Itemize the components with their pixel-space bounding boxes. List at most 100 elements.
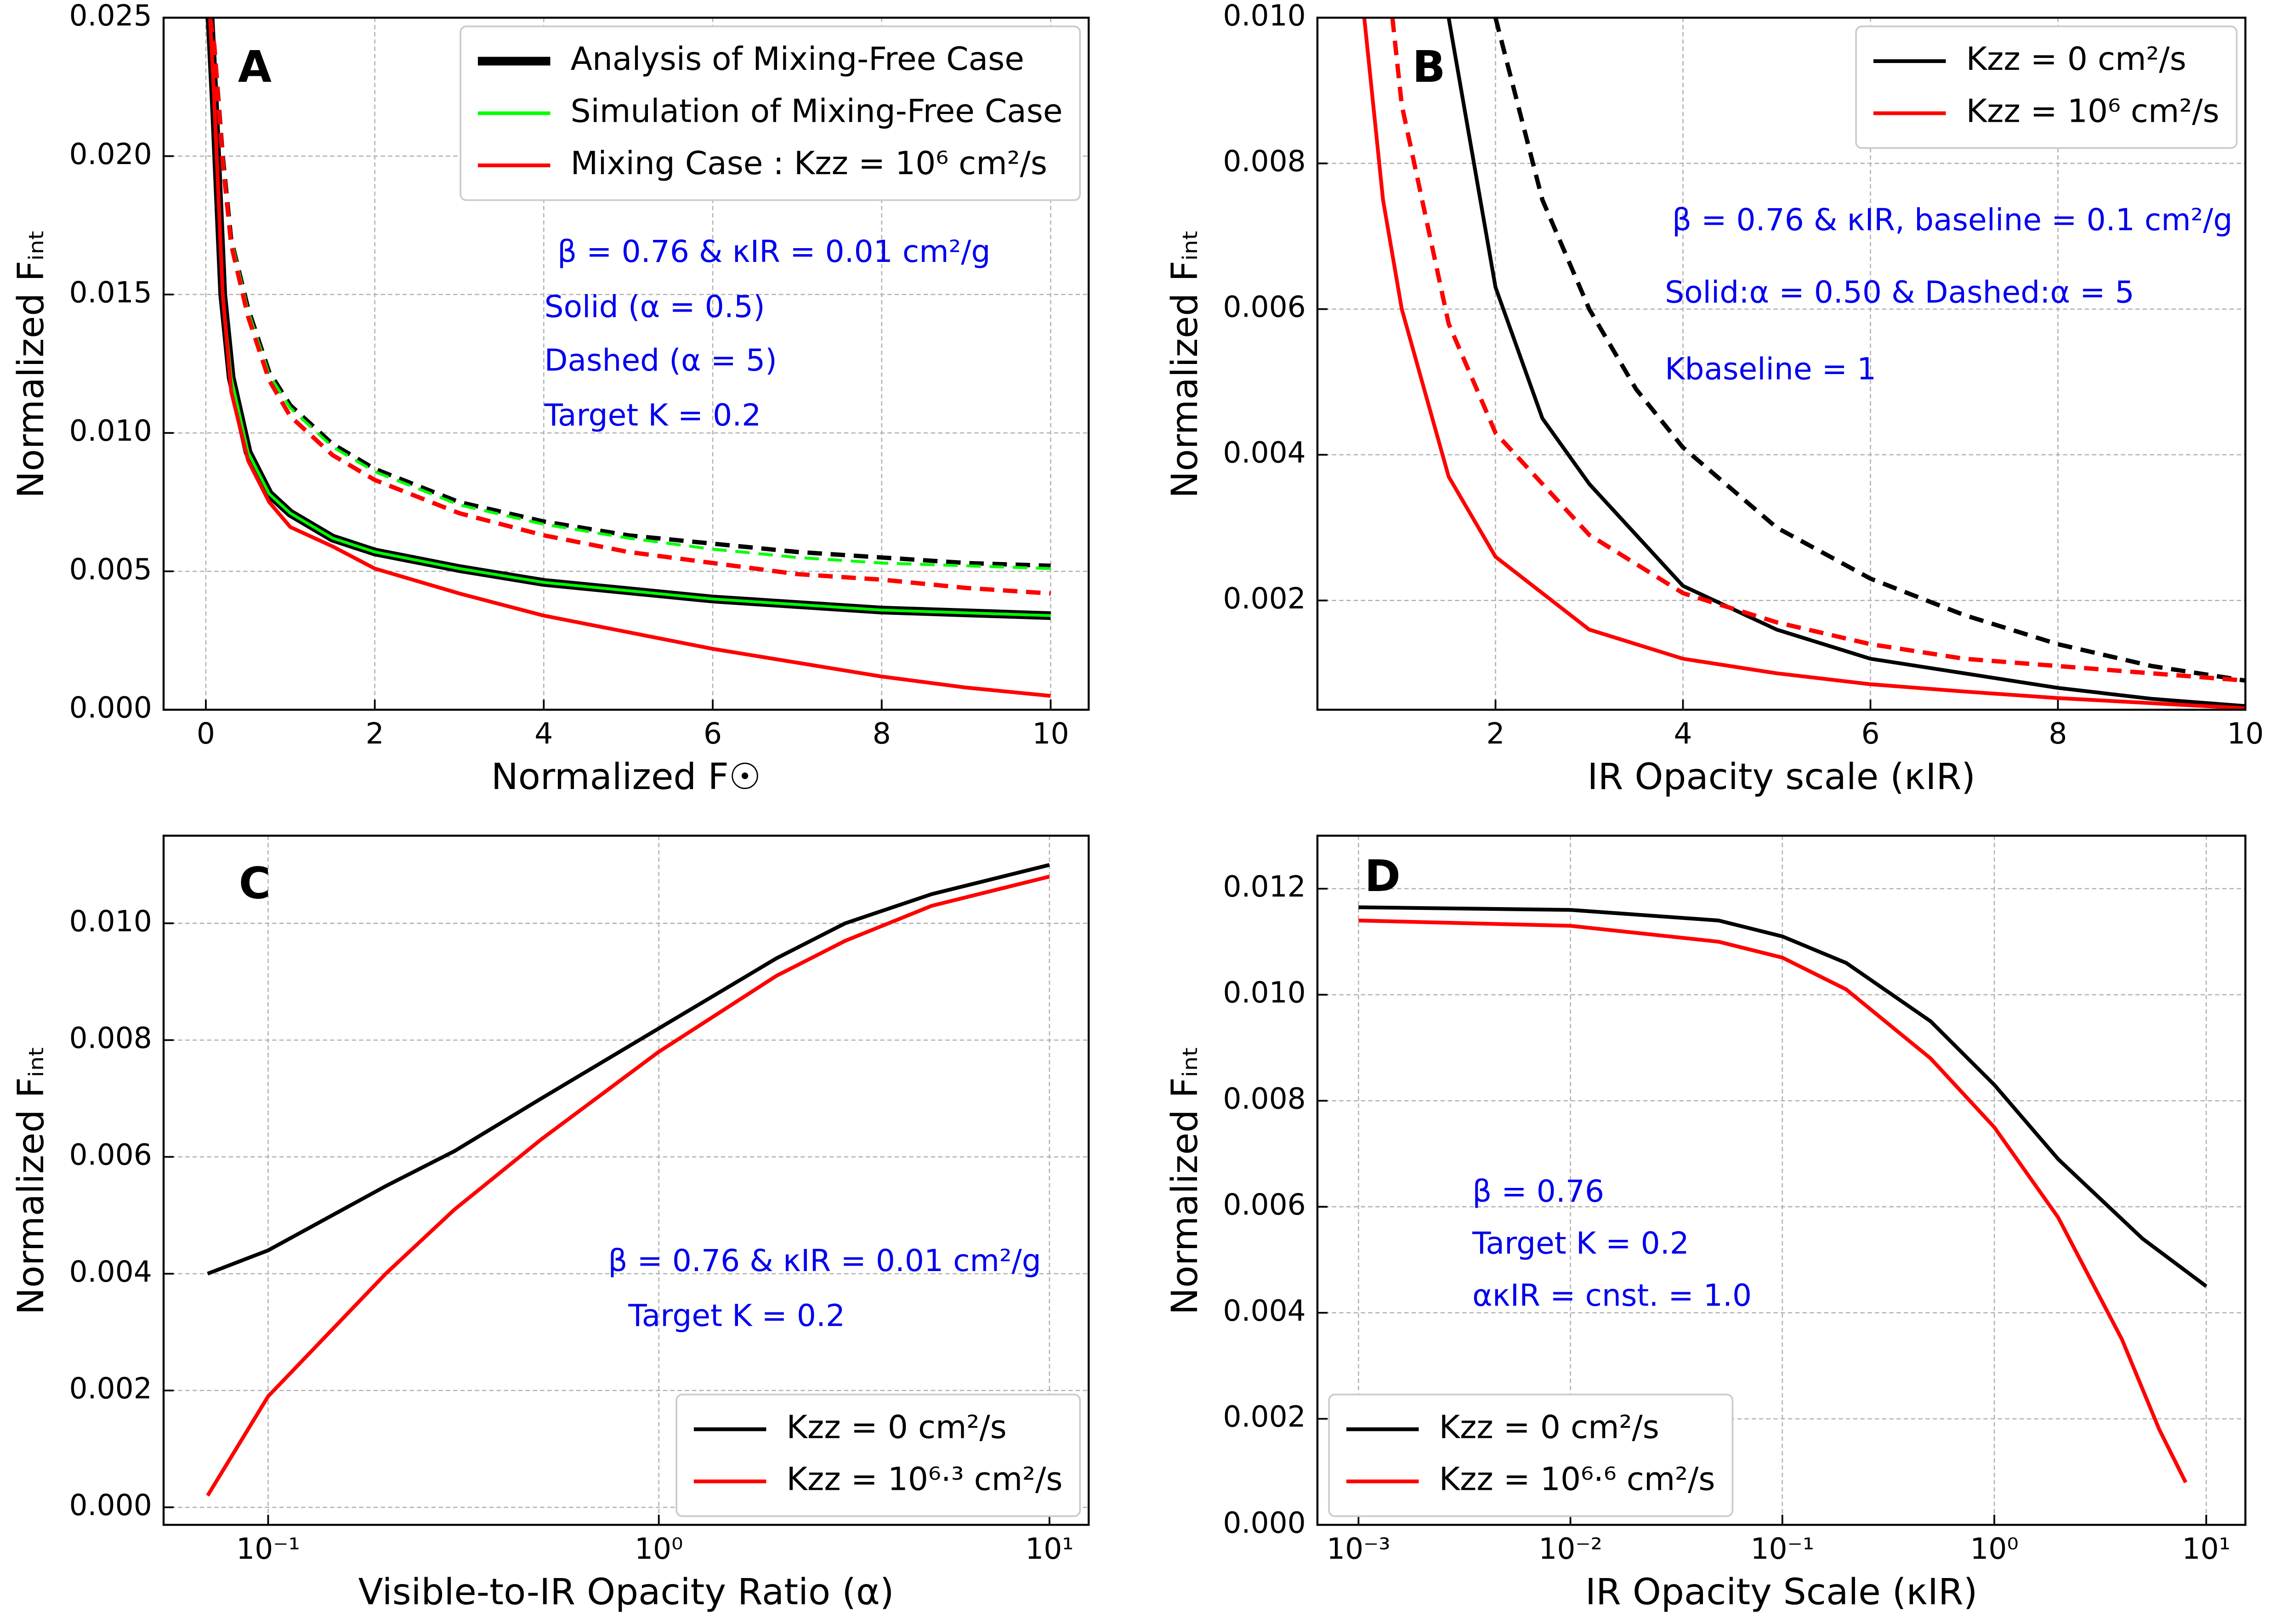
y-tick-label: 0.010 (69, 414, 152, 448)
y-tick-label: 0.002 (1223, 582, 1305, 615)
annotation: Solid (α = 0.5) (545, 289, 765, 324)
legend-label: Kzz = 0 cm²/s (787, 1409, 1007, 1446)
y-tick-label: 0.012 (1223, 870, 1305, 903)
legend: Kzz = 0 cm²/s Kzz = 10⁶ cm²/s (1855, 25, 2238, 149)
x-tick-label: 10⁻² (1538, 1532, 1602, 1566)
x-tick-label: 4 (534, 717, 553, 750)
data-line (206, 874, 1050, 1497)
data-line (1358, 919, 2188, 1483)
x-tick-label: 10⁰ (635, 1532, 683, 1566)
legend: Analysis of Mixing-Free Case Simulation o… (460, 25, 1081, 201)
lines (205, 17, 1051, 698)
y-axis-label: Normalized Fᵢₙₜ (1163, 229, 1206, 499)
y-tick-label: 0.000 (69, 1488, 152, 1522)
y-axis-label: Normalized Fᵢₙₜ (10, 229, 52, 499)
plot-frame (1316, 835, 2247, 1526)
data-line (207, 863, 1050, 1276)
legend-label: Analysis of Mixing-Free Case (571, 41, 1024, 78)
annotation: ακIR = cnst. = 1.0 (1472, 1278, 1752, 1313)
legend-label: Kzz = 0 cm²/s (1439, 1409, 1659, 1446)
x-axis-label: IR Opacity scale (κIR) (1587, 755, 1975, 798)
y-tick-label: 0.004 (1223, 1294, 1305, 1328)
legend-label: Kzz = 0 cm²/s (1966, 41, 2186, 78)
legend: Kzz = 0 cm²/s Kzz = 10⁶·⁶ cm²/s (1328, 1393, 1734, 1517)
data-line-dashed (208, 17, 1051, 596)
panel: 10⁻³ 10⁻² 10⁻¹ 10⁰ 10¹ 0.000 0.002 0.004 0.006 0.… (1163, 835, 2247, 1613)
x-tick-label: 10⁻¹ (236, 1532, 300, 1566)
legend-box (1328, 1393, 1734, 1517)
data-line (1358, 905, 2208, 1288)
y-tick-label: 0.010 (1223, 976, 1305, 1010)
annotation: β = 0.76 & κIR = 0.01 cm²/g (608, 1243, 1041, 1278)
annotation: β = 0.76 (1472, 1174, 1604, 1209)
y-tick-label: 0.006 (1223, 290, 1305, 324)
x-tick-label: 10⁻¹ (1750, 1532, 1814, 1566)
y-tick-label: 0.002 (69, 1372, 152, 1405)
annotation: Dashed (α = 5) (545, 342, 777, 378)
x-tick-label: 10 (1032, 717, 1069, 750)
x-axis-label: IR Opacity Scale (κIR) (1585, 1571, 1978, 1613)
x-tick-label: 6 (1861, 717, 1879, 750)
panel-label: B (1413, 42, 1446, 92)
y-tick-label: 0.025 (69, 0, 152, 33)
panel-label: C (239, 858, 271, 909)
y-tick-label: 0.010 (1223, 0, 1305, 33)
x-tick-label: 4 (1674, 717, 1692, 750)
x-tick-label: 6 (704, 717, 722, 750)
x-tick-label: 10⁰ (1970, 1532, 2018, 1566)
y-tick-label: 0.006 (1223, 1188, 1305, 1221)
lines (206, 863, 1050, 1497)
y-tick-label: 0.002 (1223, 1400, 1305, 1434)
annotation: Target K = 0.2 (628, 1298, 845, 1334)
annotation: Target K = 0.2 (544, 397, 761, 433)
data-line (208, 17, 1051, 698)
data-line (1447, 17, 2246, 708)
panel: 2 4 6 8 10 0.002 0.004 0.006 0.008 0.010 IR Opacit… (1163, 0, 2264, 798)
x-tick-label: 2 (1486, 717, 1504, 750)
y-axis-label: Normalized Fᵢₙₜ (10, 1046, 52, 1315)
plot-frame (162, 835, 1090, 1526)
legend-label: Kzz = 10⁶·³ cm²/s (787, 1461, 1063, 1498)
y-tick-label: 0.008 (1223, 1082, 1305, 1115)
lines (1358, 905, 2208, 1483)
y-axis-label: Normalized Fᵢₙₜ (1163, 1046, 1206, 1315)
legend-box (1855, 25, 2238, 149)
x-axis-label: Normalized F☉ (491, 755, 761, 798)
legend-box (460, 25, 1081, 201)
x-axis-label: Visible-to-IR Opacity Ratio (α) (358, 1571, 894, 1613)
panel-label: D (1365, 851, 1401, 902)
annotation: Kbaseline = 1 (1665, 351, 1876, 386)
y-tick-label: 0.008 (1223, 145, 1305, 178)
data-line-dashed (1390, 17, 2246, 683)
annotation: Solid:α = 0.50 & Dashed:α = 5 (1665, 274, 2134, 310)
y-tick-label: 0.010 (69, 904, 152, 938)
lines (1362, 17, 2246, 710)
x-tick-label: 10¹ (1025, 1532, 1073, 1566)
legend-label: Mixing Case : Kzz = 10⁶ cm²/s (571, 145, 1047, 182)
legend-box (675, 1393, 1081, 1517)
x-tick-label: 0 (197, 717, 215, 750)
y-tick-label: 0.004 (69, 1255, 152, 1289)
panel: 0 2 4 6 8 10 0.000 0.005 0.010 0.015 0.020 0.025 Nor… (10, 0, 1090, 798)
annotation: β = 0.76 & κIR, baseline = 0.1 cm²/g (1672, 202, 2233, 238)
legend-label: Kzz = 10⁶·⁶ cm²/s (1439, 1461, 1715, 1498)
legend-label: Kzz = 10⁶ cm²/s (1966, 93, 2219, 130)
x-tick-label: 2 (366, 717, 384, 750)
y-tick-label: 0.008 (69, 1021, 152, 1055)
plot-frame (162, 17, 1090, 711)
data-line (1362, 17, 2246, 710)
x-tick-label: 10⁻³ (1327, 1532, 1390, 1566)
annotation: β = 0.76 & κIR = 0.01 cm²/g (557, 234, 991, 269)
x-tick-label: 10 (2227, 717, 2264, 750)
y-tick-label: 0.006 (69, 1138, 152, 1172)
y-tick-label: 0.020 (69, 137, 152, 171)
y-tick-label: 0.000 (1223, 1506, 1305, 1539)
x-tick-label: 8 (873, 717, 891, 750)
plot-frame (1316, 17, 2247, 711)
panel: 10⁻¹ 10⁰ 10¹ 0.000 0.002 0.004 0.006 0.008 0.010… (10, 835, 1090, 1613)
annotation: Target K = 0.2 (1472, 1226, 1689, 1261)
data-line-dashed (1493, 17, 2246, 683)
panel-label: A (238, 42, 272, 92)
